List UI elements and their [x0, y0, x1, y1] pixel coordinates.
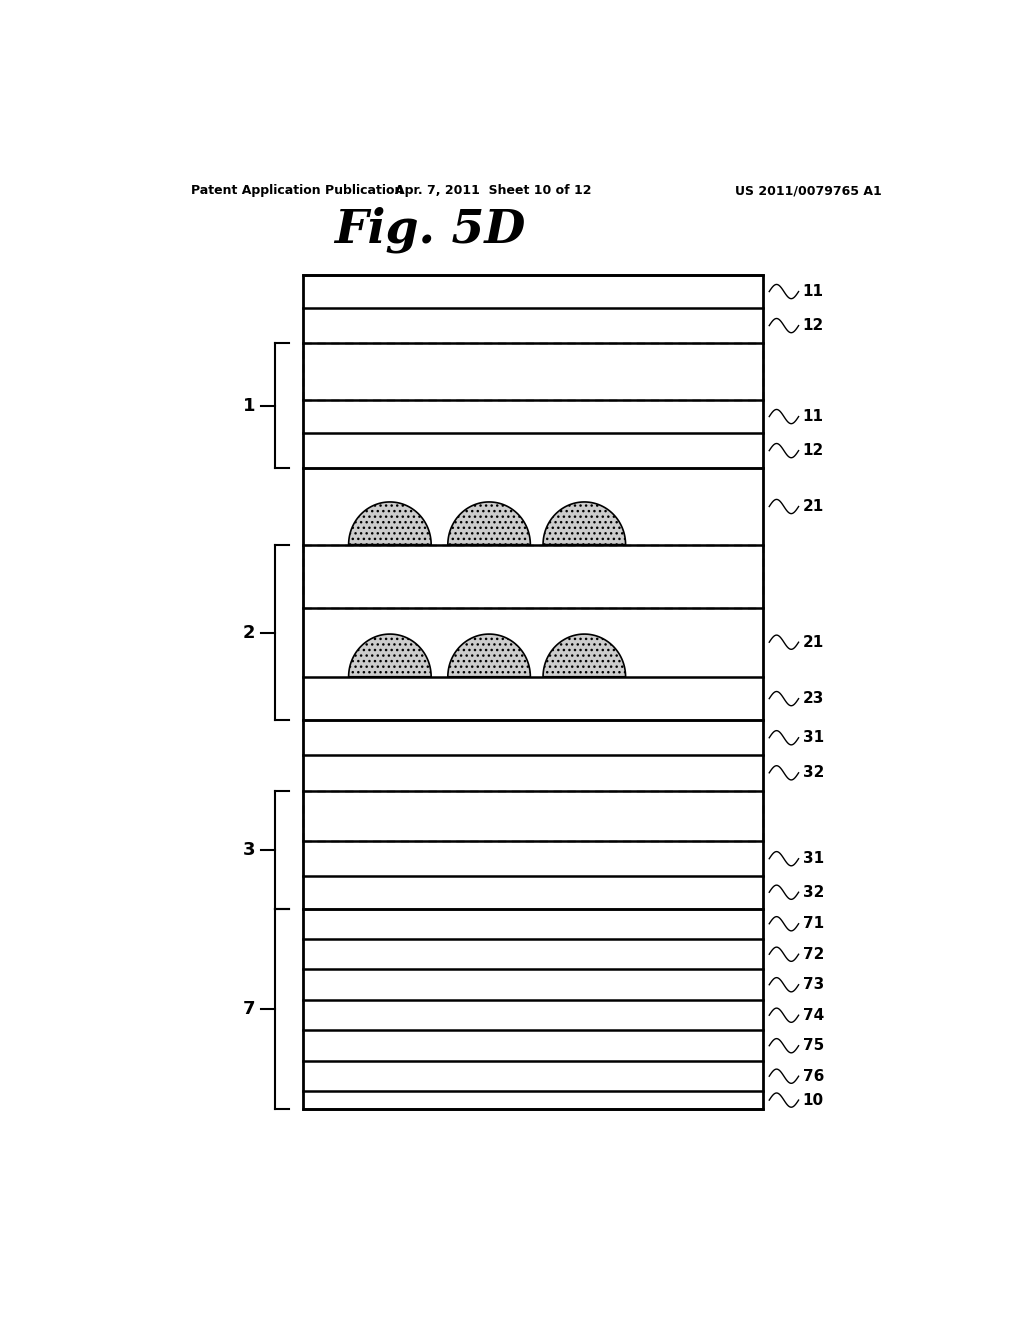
Text: 11: 11	[803, 409, 823, 424]
Text: 21: 21	[803, 499, 824, 513]
Text: 1: 1	[243, 397, 255, 414]
Text: 3: 3	[243, 841, 255, 858]
Text: 2: 2	[243, 623, 255, 642]
Text: 7: 7	[243, 999, 255, 1018]
Text: 76: 76	[803, 1069, 824, 1084]
Text: US 2011/0079765 A1: US 2011/0079765 A1	[735, 185, 882, 198]
Bar	[303, 276, 763, 1109]
Polygon shape	[447, 502, 530, 545]
Text: 10: 10	[803, 1093, 823, 1107]
Text: 31: 31	[803, 851, 823, 866]
Text: 12: 12	[803, 444, 824, 458]
Polygon shape	[543, 634, 626, 677]
Text: Fig. 5D: Fig. 5D	[334, 206, 525, 253]
Text: 21: 21	[803, 635, 824, 649]
Polygon shape	[447, 634, 530, 677]
Polygon shape	[348, 502, 431, 545]
Text: 23: 23	[803, 692, 824, 706]
Text: 32: 32	[803, 884, 824, 900]
Polygon shape	[543, 502, 626, 545]
Text: 71: 71	[803, 916, 823, 931]
Text: Apr. 7, 2011  Sheet 10 of 12: Apr. 7, 2011 Sheet 10 of 12	[395, 185, 591, 198]
Text: 72: 72	[803, 946, 824, 962]
Text: 11: 11	[803, 284, 823, 300]
Text: 12: 12	[803, 318, 824, 333]
Text: Patent Application Publication: Patent Application Publication	[191, 185, 403, 198]
Text: 75: 75	[803, 1039, 824, 1053]
Text: 73: 73	[803, 977, 824, 993]
Text: 74: 74	[803, 1007, 824, 1023]
Text: 32: 32	[803, 766, 824, 780]
Text: 31: 31	[803, 730, 823, 746]
Polygon shape	[348, 634, 431, 677]
